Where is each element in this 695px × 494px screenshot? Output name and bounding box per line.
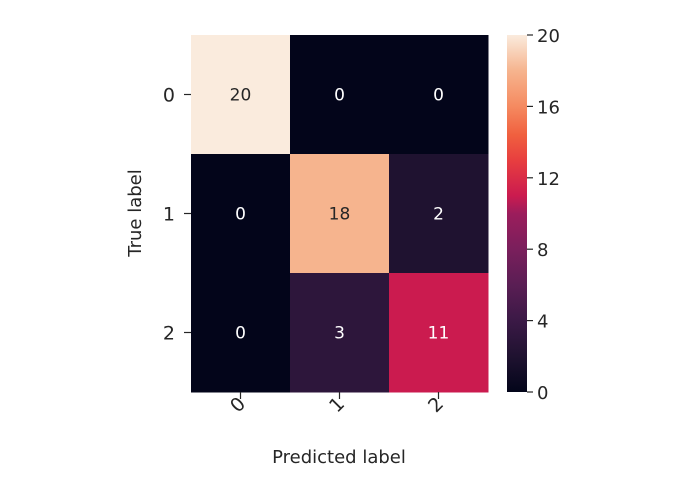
heatmap-cell-value-r0-c0: 20: [230, 86, 252, 106]
heatmap-cell-labels: 20 0 00 18 20 3 11: [230, 86, 450, 344]
colorbar-tick-label-1: 4: [537, 312, 548, 333]
heatmap-cell-r1-c0: [191, 154, 291, 274]
heatmap-cell-value-r2-c1: 3: [334, 324, 345, 344]
colorbar-tick-label-5: 20: [537, 26, 560, 47]
heatmap-cell-r2-c1: [290, 273, 390, 393]
heatmap-cell-value-r2-c2: 11: [428, 324, 450, 344]
colorbar: 0 4 8 12 16 20: [507, 26, 560, 404]
heatmap-cell-value-r0-c2: 0: [433, 86, 444, 106]
x-axis-title: Predicted label: [272, 447, 406, 468]
colorbar-tick-label-0: 0: [537, 383, 548, 404]
x-tick-label-0: 0: [226, 393, 250, 417]
y-tick-label-1: 1: [163, 204, 175, 226]
heatmap-cell-r1-c2: [389, 154, 489, 274]
heatmap-cells: [191, 35, 489, 393]
heatmap-cell-value-r1-c0: 0: [235, 205, 246, 225]
y-tick-label-2: 2: [163, 323, 175, 345]
heatmap-cell-r0-c1: [290, 35, 390, 155]
heatmap-cell-r0-c2: [389, 35, 489, 155]
colorbar-tick-label-3: 12: [537, 169, 560, 190]
heatmap-cell-value-r2-c0: 0: [235, 324, 246, 344]
y-tick-label-0: 0: [163, 85, 175, 107]
heatmap-cell-r2-c2: [389, 273, 489, 393]
colorbar-tick-label-2: 8: [537, 240, 548, 261]
y-axis-title: True label: [125, 169, 146, 258]
heatmap-cell-r2-c0: [191, 273, 291, 393]
heatmap-cell-r0-c0: [191, 35, 291, 155]
x-tick-label-2: 2: [424, 393, 448, 417]
colorbar-tick-label-4: 16: [537, 97, 560, 118]
heatmap-cell-value-r1-c2: 2: [433, 205, 444, 225]
heatmap-cell-value-r1-c1: 18: [329, 205, 351, 225]
x-tick-label-1: 1: [325, 393, 349, 417]
heatmap-cell-value-r0-c1: 0: [334, 86, 345, 106]
y-axis: 0 1 2: [163, 85, 191, 345]
heatmap-cell-r1-c1: [290, 154, 390, 274]
colorbar-gradient: [507, 35, 527, 392]
x-axis: 0 1 2: [226, 392, 448, 417]
